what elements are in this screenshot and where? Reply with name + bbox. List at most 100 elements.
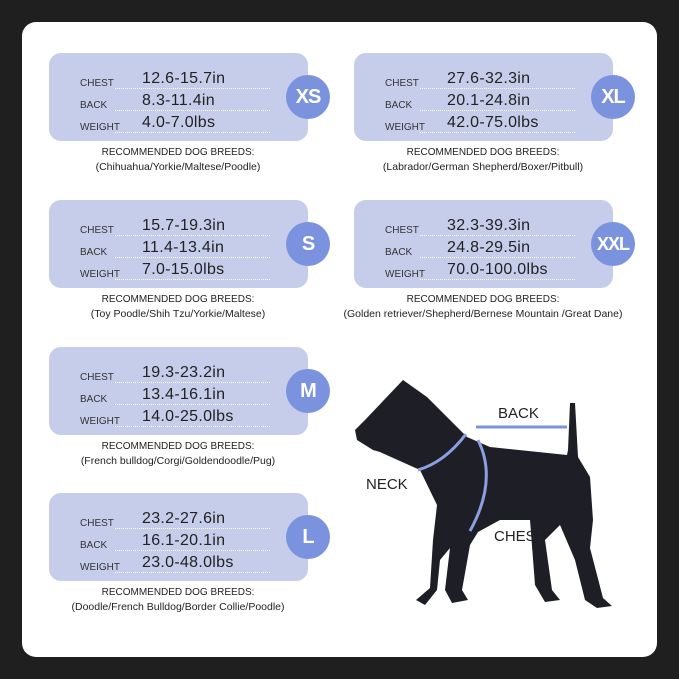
back-row: BACK 8.3-11.4in — [80, 92, 270, 113]
chest-value: 19.3-23.2in — [142, 364, 226, 381]
chest-label: CHEST — [80, 225, 114, 236]
back-value: 24.8-29.5in — [447, 239, 531, 256]
weight-value: 42.0-75.0lbs — [447, 114, 539, 131]
breeds-list: (Golden retriever/Shepherd/Bernese Mount… — [343, 308, 623, 320]
dotted-leader — [420, 88, 575, 89]
size-badge: S — [286, 222, 330, 266]
weight-row: WEIGHT 42.0-75.0lbs — [385, 114, 575, 135]
weight-row: WEIGHT 14.0-25.0lbs — [80, 408, 270, 429]
weight-label: WEIGHT — [385, 269, 425, 280]
back-value: 16.1-20.1in — [142, 532, 226, 549]
chest-label: CHEST — [80, 518, 114, 529]
size-card-m: CHEST 19.3-23.2in BACK 13.4-16.1in WEIGHT 14.… — [49, 347, 308, 435]
dotted-leader — [420, 235, 575, 236]
weight-label: WEIGHT — [80, 562, 120, 573]
dotted-leader — [115, 279, 270, 280]
size-badge: M — [286, 369, 330, 413]
recommended-breeds: RECOMMENDED DOG BREEDS: (Toy Poodle/Shih … — [33, 293, 323, 321]
size-card-xxl: CHEST 32.3-39.3in BACK 24.8-29.5in WEIGHT 70.… — [354, 200, 613, 288]
size-card-s: CHEST 15.7-19.3in BACK 11.4-13.4in WEIGHT 7.0… — [49, 200, 308, 288]
dotted-leader — [420, 279, 575, 280]
chest-row: CHEST 15.7-19.3in — [80, 217, 270, 238]
chest-row: CHEST 19.3-23.2in — [80, 364, 270, 385]
breeds-heading: RECOMMENDED DOG BREEDS: — [101, 441, 255, 452]
dotted-leader — [420, 257, 575, 258]
dotted-leader — [115, 404, 270, 405]
breeds-list: (French bulldog/Corgi/Goldendoodle/Pug) — [80, 455, 276, 467]
breeds-heading: RECOMMENDED DOG BREEDS: — [101, 294, 255, 305]
recommended-breeds: RECOMMENDED DOG BREEDS: (Labrador/German … — [338, 146, 628, 174]
weight-value: 4.0-7.0lbs — [142, 114, 216, 131]
back-row: BACK 13.4-16.1in — [80, 386, 270, 407]
dotted-leader — [115, 528, 270, 529]
back-label: BACK — [385, 100, 413, 111]
back-label: BACK — [498, 405, 539, 422]
weight-value: 7.0-15.0lbs — [142, 261, 225, 278]
size-badge: L — [286, 515, 330, 559]
weight-value: 14.0-25.0lbs — [142, 408, 234, 425]
back-value: 11.4-13.4in — [142, 239, 225, 256]
size-badge: XXL — [591, 222, 635, 266]
weight-label: WEIGHT — [385, 122, 425, 133]
size-card-xs: CHEST 12.6-15.7in BACK 8.3-11.4in WEIGHT 4.0-… — [49, 53, 308, 141]
dotted-leader — [115, 88, 270, 89]
back-label: BACK — [80, 540, 108, 551]
chest-row: CHEST 32.3-39.3in — [385, 217, 575, 238]
chest-label: CHEST — [80, 78, 114, 89]
chest-value: 27.6-32.3in — [447, 70, 531, 87]
breeds-heading: RECOMMENDED DOG BREEDS: — [101, 147, 255, 158]
back-label: BACK — [80, 394, 108, 405]
weight-value: 23.0-48.0lbs — [142, 554, 234, 571]
weight-label: WEIGHT — [80, 269, 120, 280]
weight-row: WEIGHT 70.0-100.0lbs — [385, 261, 575, 282]
dotted-leader — [115, 426, 270, 427]
dotted-leader — [115, 382, 270, 383]
weight-row: WEIGHT 7.0-15.0lbs — [80, 261, 270, 282]
weight-value: 70.0-100.0lbs — [447, 261, 548, 278]
breeds-list: (Doodle/French Bulldog/Border Collie/Poo… — [71, 601, 285, 613]
back-row: BACK 20.1-24.8in — [385, 92, 575, 113]
breeds-heading: RECOMMENDED DOG BREEDS: — [406, 294, 560, 305]
dotted-leader — [115, 132, 270, 133]
chest-label: CHEST — [385, 225, 419, 236]
back-value: 13.4-16.1in — [142, 386, 226, 403]
dotted-leader — [115, 572, 270, 573]
back-value: 20.1-24.8in — [447, 92, 531, 109]
dotted-leader — [115, 550, 270, 551]
breeds-list: (Toy Poodle/Shih Tzu/Yorkie/Maltese) — [90, 308, 266, 320]
breeds-heading: RECOMMENDED DOG BREEDS: — [101, 587, 255, 598]
back-label: BACK — [80, 247, 108, 258]
weight-row: WEIGHT 23.0-48.0lbs — [80, 554, 270, 575]
dotted-leader — [115, 110, 270, 111]
chest-value: 32.3-39.3in — [447, 217, 531, 234]
chest-value: 15.7-19.3in — [142, 217, 226, 234]
chest-row: CHEST 27.6-32.3in — [385, 70, 575, 91]
back-row: BACK 16.1-20.1in — [80, 532, 270, 553]
breeds-heading: RECOMMENDED DOG BREEDS: — [406, 147, 560, 158]
back-label: BACK — [385, 247, 413, 258]
size-badge: XS — [286, 75, 330, 119]
recommended-breeds: RECOMMENDED DOG BREEDS: (Golden retriever… — [338, 293, 628, 321]
back-label: BACK — [80, 100, 108, 111]
back-row: BACK 24.8-29.5in — [385, 239, 575, 260]
recommended-breeds: RECOMMENDED DOG BREEDS: (Doodle/French Bu… — [33, 586, 323, 614]
dotted-leader — [420, 132, 575, 133]
chest-label: CHEST — [80, 372, 114, 383]
dotted-leader — [115, 257, 270, 258]
back-value: 8.3-11.4in — [142, 92, 215, 109]
dotted-leader — [420, 110, 575, 111]
chest-value: 23.2-27.6in — [142, 510, 226, 527]
dotted-leader — [115, 235, 270, 236]
weight-label: WEIGHT — [80, 416, 120, 427]
recommended-breeds: RECOMMENDED DOG BREEDS: (French bulldog/C… — [33, 440, 323, 468]
breeds-list: (Chihuahua/Yorkie/Maltese/Poodle) — [95, 161, 261, 173]
chest-label: CHEST — [385, 78, 419, 89]
neck-label: NECK — [366, 476, 408, 493]
breeds-list: (Labrador/German Shepherd/Boxer/Pitbull) — [382, 161, 584, 173]
size-badge: XL — [591, 75, 635, 119]
chest-value: 12.6-15.7in — [142, 70, 226, 87]
chest-row: CHEST 12.6-15.7in — [80, 70, 270, 91]
size-card-l: CHEST 23.2-27.6in BACK 16.1-20.1in WEIGHT 23.… — [49, 493, 308, 581]
weight-row: WEIGHT 4.0-7.0lbs — [80, 114, 270, 135]
weight-label: WEIGHT — [80, 122, 120, 133]
